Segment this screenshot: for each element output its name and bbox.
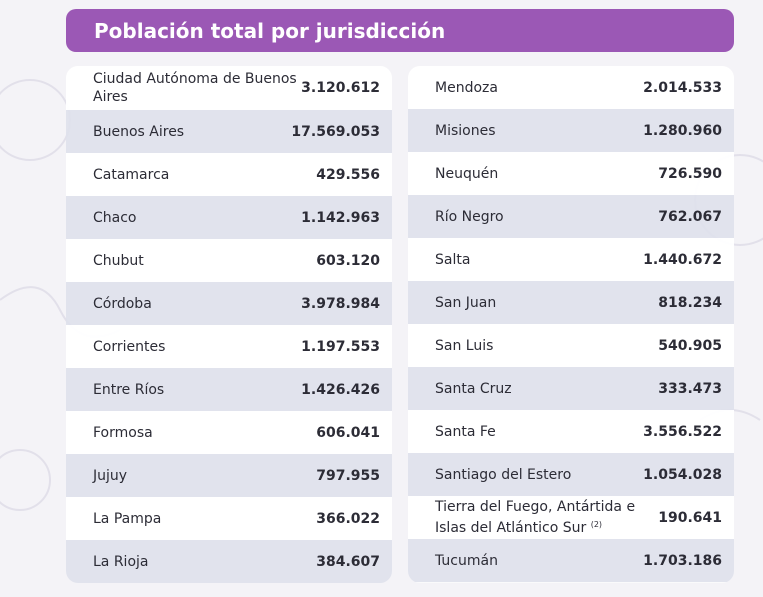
jurisdiction-name: Salta [435, 251, 471, 268]
table-row: Formosa 606.041 [66, 411, 392, 454]
population-value: 3.556.522 [643, 423, 722, 440]
table-row: Río Negro 762.067 [408, 195, 734, 238]
table-row: Neuquén 726.590 [408, 152, 734, 195]
jurisdiction-name: La Pampa [93, 510, 162, 527]
jurisdiction-name: Chaco [93, 209, 137, 226]
table-row: Córdoba 3.978.984 [66, 282, 392, 325]
table-row: Chubut 603.120 [66, 239, 392, 282]
table-row: Santa Fe 3.556.522 [408, 410, 734, 453]
jurisdiction-name: San Juan [435, 294, 497, 311]
population-value: 1.054.028 [643, 466, 722, 483]
table-row: Corrientes 1.197.553 [66, 325, 392, 368]
jurisdiction-name: Chubut [93, 252, 144, 269]
population-value: 190.641 [658, 509, 722, 526]
population-value: 17.569.053 [291, 123, 380, 140]
table-row: San Juan 818.234 [408, 281, 734, 324]
table-row: Santiago del Estero 1.054.028 [408, 453, 734, 496]
population-value: 818.234 [658, 294, 722, 311]
page-title: Población total por jurisdicción [66, 9, 734, 52]
population-value: 429.556 [316, 166, 380, 183]
population-value: 1.703.186 [643, 552, 722, 569]
table-row: Santa Cruz 333.473 [408, 367, 734, 410]
population-value: 1.142.963 [301, 209, 380, 226]
table-row: Entre Ríos 1.426.426 [66, 368, 392, 411]
population-value: 606.041 [316, 424, 380, 441]
right-table: Mendoza 2.014.533 Misiones 1.280.960 Neuquén… [408, 66, 734, 583]
table-row: Buenos Aires 17.569.053 [66, 110, 392, 153]
table-row: Catamarca 429.556 [66, 153, 392, 196]
jurisdiction-name: Mendoza [435, 79, 498, 96]
population-value: 2.014.533 [643, 79, 722, 96]
jurisdiction-name: Entre Ríos [93, 381, 165, 398]
table-row: La Pampa 366.022 [66, 497, 392, 540]
jurisdiction-name: Jujuy [93, 467, 128, 484]
table-row: La Rioja 384.607 [66, 540, 392, 583]
jurisdiction-name: Misiones [435, 122, 496, 139]
population-value: 726.590 [658, 165, 722, 182]
population-value: 1.197.553 [301, 338, 380, 355]
population-value: 333.473 [658, 380, 722, 397]
jurisdiction-name: Formosa [93, 424, 153, 441]
table-row: Tucumán 1.703.186 [408, 539, 734, 582]
left-table: Ciudad Autónoma de Buenos Aires 3.120.612… [66, 66, 392, 583]
jurisdiction-name: La Rioja [93, 553, 149, 570]
population-value: 384.607 [316, 553, 380, 570]
population-value: 762.067 [658, 208, 722, 225]
table-row: Jujuy 797.955 [66, 454, 392, 497]
population-value: 1.440.672 [643, 251, 722, 268]
population-value: 603.120 [316, 252, 380, 269]
jurisdiction-name: Ciudad Autónoma de Buenos Aires [93, 71, 297, 105]
table-row: Tierra del Fuego, Antártida e Islas del … [408, 496, 734, 539]
jurisdiction-name: Neuquén [435, 165, 499, 182]
population-value: 1.280.960 [643, 122, 722, 139]
jurisdiction-name: Tierra del Fuego, Antártida e Islas del … [435, 499, 636, 536]
population-value: 1.426.426 [301, 381, 380, 398]
table-row: Chaco 1.142.963 [66, 196, 392, 239]
jurisdiction-name: Río Negro [435, 208, 504, 225]
table-row: Salta 1.440.672 [408, 238, 734, 281]
jurisdiction-name: Santa Fe [435, 423, 496, 440]
jurisdiction-name: Buenos Aires [93, 123, 185, 140]
jurisdiction-name: Santa Cruz [435, 380, 512, 397]
population-value: 366.022 [316, 510, 380, 527]
footnote-marker: (2) [590, 520, 603, 529]
jurisdiction-name: Córdoba [93, 295, 152, 312]
table-row: San Luis 540.905 [408, 324, 734, 367]
table-row: Misiones 1.280.960 [408, 109, 734, 152]
jurisdiction-name: Corrientes [93, 338, 166, 355]
table-row: Mendoza 2.014.533 [408, 66, 734, 109]
jurisdiction-name: Tucumán [435, 552, 498, 569]
population-value: 3.978.984 [301, 295, 380, 312]
population-value: 3.120.612 [301, 80, 380, 96]
jurisdiction-name: San Luis [435, 337, 494, 354]
jurisdiction-name: Catamarca [93, 166, 170, 183]
table-row: Ciudad Autónoma de Buenos Aires 3.120.612 [66, 66, 392, 110]
jurisdiction-name: Santiago del Estero [435, 466, 572, 483]
population-value: 797.955 [316, 467, 380, 484]
population-value: 540.905 [658, 337, 722, 354]
